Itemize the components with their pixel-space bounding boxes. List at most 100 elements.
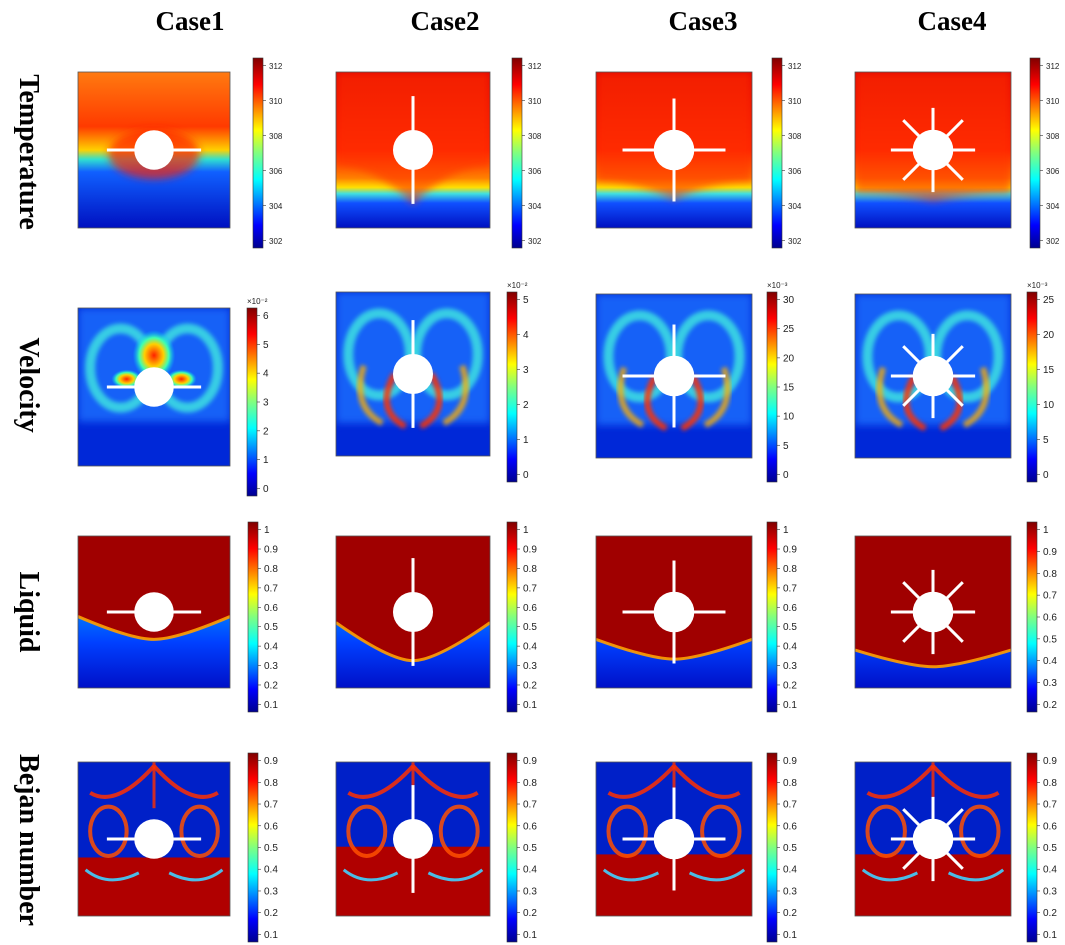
colorbar-tick-label: 0.2 — [1043, 908, 1057, 919]
row-title-velocity: Velocity — [13, 337, 44, 432]
colorbar-gradient — [771, 57, 783, 249]
panel-temperature-case4 — [854, 71, 1012, 229]
colorbar-tick-label: 1 — [263, 455, 269, 466]
colorbar-tick-label: 0.7 — [1043, 591, 1057, 602]
colorbar-gradient — [246, 307, 258, 497]
heat-tube — [134, 130, 174, 170]
heat-tube — [134, 819, 174, 859]
panel-temperature-case3 — [595, 71, 753, 229]
colorbar-gradient — [247, 752, 259, 943]
colorbar-tick-label: 0.1 — [1043, 930, 1057, 941]
colorbar-liquid-case1: 1 0.9 0.8 0.7 0.6 0.5 0.4 0.3 0.2 0.1 — [247, 521, 278, 713]
colorbar-tick-label: 310 — [528, 97, 542, 106]
colorbar-tick-label: 15 — [1043, 365, 1055, 376]
fin — [944, 161, 964, 181]
colorbar-temperature-case2: 312 310 308 306 304 302 — [511, 57, 542, 249]
fin — [944, 850, 964, 870]
colorbar-tick-label: 0.9 — [523, 545, 537, 556]
colorbar-tick-label: 0.3 — [783, 661, 797, 672]
colorbar-tick-label: 2 — [523, 400, 529, 411]
colorbar-tick-label: 0.3 — [1043, 886, 1057, 897]
colorbar-tick-label: 1 — [1043, 525, 1049, 536]
heat-tube — [653, 355, 695, 397]
colorbar-tick-label: 302 — [788, 237, 802, 246]
heat-tube — [392, 129, 434, 171]
colorbar-tick-label: 4 — [263, 369, 269, 380]
colorbar-tick-label: 0.6 — [264, 603, 278, 614]
colorbar-gradient — [506, 521, 518, 713]
colorbar-tick-label: 0.9 — [783, 545, 797, 556]
colorbar-temperature-case3: 312 310 308 306 304 302 — [771, 57, 802, 249]
colorbar-tick-label: 1 — [264, 525, 270, 536]
colorbar-tick-label: 0.1 — [523, 700, 537, 711]
colorbar-gradient — [766, 752, 778, 943]
colorbar-tick-label: 312 — [788, 62, 802, 71]
colorbar-tick-label: 0.8 — [1043, 569, 1057, 580]
colorbar-tick-label: 0.8 — [783, 778, 797, 789]
fin — [902, 161, 922, 181]
heat-tube — [392, 591, 434, 633]
colorbar-bejan-number-case1: 0.9 0.8 0.7 0.6 0.5 0.4 0.3 0.2 0.1 — [247, 752, 278, 943]
colorbar-tick-label: 0.6 — [783, 603, 797, 614]
heat-tube — [653, 591, 695, 633]
heat-tube — [912, 818, 954, 860]
colorbar-tick-label: 0.3 — [523, 661, 537, 672]
colorbar-tick-label: 306 — [269, 167, 283, 176]
panel-velocity-case4 — [854, 293, 1012, 459]
colorbar-tick-label: 0.2 — [1043, 700, 1057, 711]
heat-tube — [912, 129, 954, 171]
colorbar-tick-label: 306 — [528, 167, 542, 176]
column-title-case3: Case3 — [669, 6, 738, 36]
fin — [902, 581, 922, 601]
colorbar-tick-label: 304 — [269, 202, 283, 211]
colorbar-tick-label: 5 — [263, 340, 269, 351]
colorbar-velocity-case1: 6 5 4 3 2 1 0 ×10⁻² — [246, 297, 269, 497]
panel-velocity-case1 — [77, 307, 231, 467]
fin — [902, 345, 922, 365]
colorbar-tick-label: 0.8 — [1043, 778, 1057, 789]
panel-temperature-case2 — [335, 71, 491, 229]
panel-liquid-case2 — [335, 535, 491, 689]
row-title-temperature: Temperature — [13, 74, 44, 230]
colorbar-tick-label: 0.8 — [264, 564, 278, 575]
colorbar-tick-label: 0.9 — [523, 756, 537, 767]
colorbar-tick-label: 0.6 — [1043, 613, 1057, 624]
colorbar-tick-label: 304 — [528, 202, 542, 211]
colorbar-liquid-case2: 1 0.9 0.8 0.7 0.6 0.5 0.4 0.3 0.2 0.1 — [506, 521, 537, 713]
colorbar-tick-label: 0.1 — [783, 930, 797, 941]
colorbar-tick-label: 4 — [523, 330, 529, 341]
colorbar-tick-label: 302 — [1046, 237, 1060, 246]
colorbar-tick-label: 0.2 — [783, 908, 797, 919]
column-title-case1: Case1 — [156, 6, 225, 36]
colorbar-tick-label: 308 — [269, 132, 283, 141]
colorbar-tick-label: 0.5 — [1043, 843, 1057, 854]
colorbar-tick-label: 0.9 — [1043, 547, 1057, 558]
panel-velocity-case3 — [595, 293, 753, 459]
colorbar-tick-label: 20 — [783, 353, 795, 364]
row-title-liquid: Liquid — [13, 572, 44, 653]
colorbar-tick-label: 0.5 — [264, 843, 278, 854]
colorbar-tick-label: 0.9 — [264, 756, 278, 767]
colorbar-velocity-case4: 25 20 15 10 5 0 ×10⁻³ — [1026, 281, 1055, 483]
colorbar-tick-label: 0.1 — [264, 930, 278, 941]
colorbar-tick-label: 25 — [783, 324, 795, 335]
colorbar-tick-label: 0.7 — [264, 800, 278, 811]
colorbar-tick-label: 3 — [523, 365, 529, 376]
colorbar-multiplier: ×10⁻³ — [767, 281, 788, 290]
colorbar-tick-label: 0 — [263, 484, 269, 495]
colorbar-tick-label: 0.5 — [523, 622, 537, 633]
colorbar-tick-label: 308 — [788, 132, 802, 141]
colorbar-tick-label: 10 — [783, 412, 795, 423]
colorbar-gradient — [247, 521, 259, 713]
colorbar-temperature-case1: 312 310 308 306 304 302 — [252, 57, 283, 249]
colorbar-tick-label: 0.5 — [523, 843, 537, 854]
colorbar-velocity-case2: 5 4 3 2 1 0 ×10⁻² — [506, 281, 529, 483]
heat-tube — [653, 129, 695, 171]
colorbar-tick-label: 0.1 — [264, 700, 278, 711]
colorbar-tick-label: 0 — [1043, 470, 1049, 481]
fin — [944, 581, 964, 601]
colorbar-tick-label: 0.8 — [264, 778, 278, 789]
fin — [944, 808, 964, 828]
colorbar-gradient — [1029, 57, 1041, 249]
colorbar-tick-label: 0.4 — [783, 865, 797, 876]
